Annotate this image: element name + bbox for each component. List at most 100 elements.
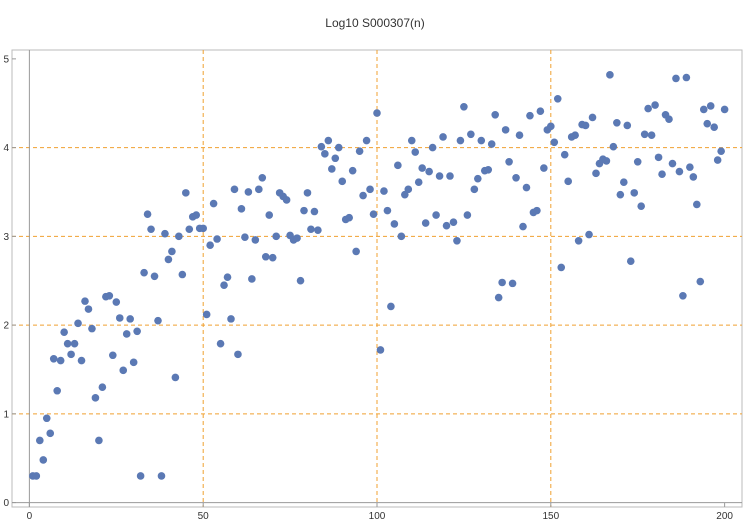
data-point bbox=[390, 220, 399, 228]
data-point bbox=[91, 394, 100, 402]
data-point bbox=[717, 147, 725, 155]
data-point bbox=[220, 281, 228, 289]
data-point bbox=[164, 255, 173, 264]
y-tick-label: 1 bbox=[3, 409, 9, 420]
data-point bbox=[161, 229, 169, 238]
data-point bbox=[574, 236, 583, 245]
data-point bbox=[703, 119, 712, 128]
data-point bbox=[446, 172, 454, 180]
data-point bbox=[686, 163, 694, 171]
data-point bbox=[307, 225, 315, 234]
data-point bbox=[321, 150, 329, 158]
data-point bbox=[585, 230, 593, 239]
data-point bbox=[463, 211, 472, 219]
data-point bbox=[616, 190, 625, 199]
data-point bbox=[522, 183, 531, 192]
data-point bbox=[140, 268, 148, 277]
data-point bbox=[362, 136, 371, 145]
data-point bbox=[404, 185, 413, 194]
data-point bbox=[640, 130, 649, 139]
data-point bbox=[77, 356, 86, 365]
data-point bbox=[310, 207, 319, 216]
data-point bbox=[115, 314, 124, 322]
data-point bbox=[592, 169, 600, 178]
data-point bbox=[606, 71, 614, 79]
data-point bbox=[508, 279, 517, 288]
data-point bbox=[536, 107, 545, 116]
data-point bbox=[331, 154, 340, 163]
data-point bbox=[484, 165, 493, 174]
data-point bbox=[380, 187, 388, 195]
data-point bbox=[49, 355, 58, 363]
data-point bbox=[213, 235, 221, 243]
data-point bbox=[338, 177, 347, 186]
data-point bbox=[265, 211, 274, 219]
chart-title: Log10 S000307(n) bbox=[325, 16, 424, 30]
data-point bbox=[467, 130, 475, 139]
data-point bbox=[588, 113, 597, 122]
data-point bbox=[654, 153, 663, 162]
data-point bbox=[533, 206, 541, 215]
data-point bbox=[665, 115, 673, 124]
data-point bbox=[647, 131, 656, 139]
data-point bbox=[435, 172, 444, 180]
data-point bbox=[300, 206, 308, 215]
data-point bbox=[293, 234, 301, 242]
data-point bbox=[216, 339, 225, 348]
data-point bbox=[324, 136, 333, 145]
data-point bbox=[474, 174, 482, 183]
data-point bbox=[241, 233, 249, 242]
data-point bbox=[505, 158, 513, 166]
data-point bbox=[651, 101, 659, 109]
data-point bbox=[494, 293, 503, 302]
data-point bbox=[119, 366, 128, 375]
data-point bbox=[411, 148, 420, 156]
data-point bbox=[209, 199, 218, 208]
data-point bbox=[359, 191, 367, 200]
data-point bbox=[122, 330, 131, 338]
data-point bbox=[105, 292, 114, 300]
data-point bbox=[317, 142, 326, 151]
axes bbox=[12, 50, 742, 507]
data-point bbox=[150, 272, 159, 281]
data-point bbox=[199, 224, 207, 233]
data-point bbox=[112, 298, 121, 306]
data-point bbox=[706, 102, 715, 110]
data-point bbox=[355, 147, 364, 155]
data-point bbox=[227, 315, 235, 323]
data-point bbox=[56, 356, 65, 365]
x-tick-label: 200 bbox=[716, 511, 733, 522]
data-point bbox=[581, 121, 590, 130]
data-point bbox=[710, 123, 718, 132]
data-point bbox=[512, 173, 520, 182]
data-point bbox=[70, 339, 79, 348]
data-point bbox=[425, 167, 433, 176]
data-point bbox=[36, 436, 44, 445]
data-point bbox=[453, 236, 461, 245]
y-tick-label: 3 bbox=[3, 232, 9, 243]
data-point bbox=[251, 236, 260, 244]
data-point bbox=[449, 218, 458, 226]
data-point bbox=[244, 188, 253, 196]
data-point bbox=[39, 456, 48, 464]
data-point bbox=[421, 219, 430, 227]
data-point bbox=[383, 206, 392, 215]
data-point bbox=[88, 324, 96, 333]
data-point bbox=[369, 210, 378, 218]
data-point bbox=[477, 136, 486, 145]
data-point bbox=[602, 157, 611, 165]
data-point bbox=[470, 185, 479, 194]
data-point bbox=[682, 73, 691, 82]
data-point bbox=[376, 346, 385, 354]
data-point bbox=[491, 110, 499, 119]
data-point bbox=[373, 109, 381, 117]
data-point bbox=[175, 232, 183, 241]
data-point bbox=[328, 165, 336, 173]
data-point bbox=[696, 277, 705, 286]
x-tick-label: 150 bbox=[542, 511, 559, 522]
data-point bbox=[439, 133, 447, 141]
data-point bbox=[620, 178, 628, 187]
data-point bbox=[387, 302, 395, 311]
data-point bbox=[397, 232, 406, 241]
data-point bbox=[84, 305, 93, 313]
